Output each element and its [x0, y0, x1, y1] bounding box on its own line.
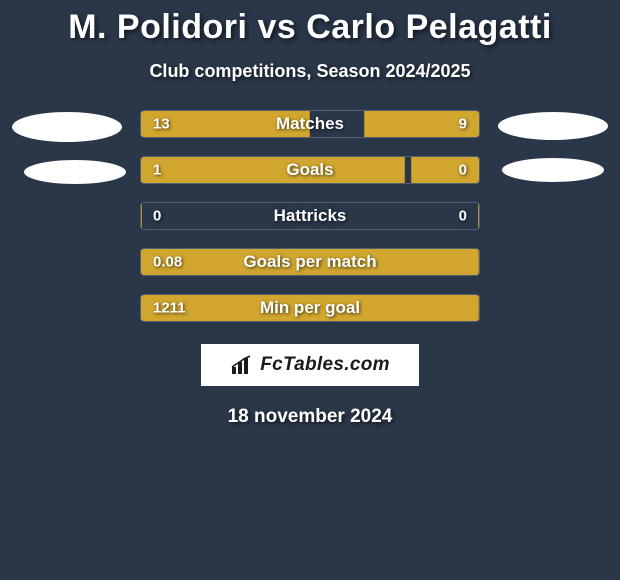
stat-value-right: 9 [459, 116, 467, 133]
stat-value-left: 0 [153, 208, 161, 225]
stats-board: 13 Matches 9 1 Goals 0 0 Hattricks 0 0.08 Goals pe… [0, 110, 620, 322]
player-right-photo-placeholder [498, 112, 608, 140]
stat-label: Min per goal [260, 298, 360, 318]
stat-value-left: 0.08 [153, 254, 182, 271]
player-right-name: Carlo Pelagatti [306, 8, 552, 46]
stat-fill-right [478, 249, 479, 275]
stat-bar: 1211 Min per goal [140, 294, 480, 322]
stat-fill-right [411, 157, 479, 183]
stat-value-left: 1 [153, 162, 161, 179]
stat-fill-left [141, 203, 142, 229]
stat-value-right: 0 [459, 208, 467, 225]
stat-value-right: 0 [459, 162, 467, 179]
stat-value-left: 13 [153, 116, 170, 133]
vs-text: vs [257, 8, 296, 46]
comparison-title: M. Polidori vs Carlo Pelagatti [0, 8, 620, 47]
source-logo: FcTables.com [201, 344, 419, 386]
player-right-photo-column [498, 110, 608, 182]
stat-label: Goals per match [243, 252, 376, 272]
player-left-photo-column [12, 110, 122, 184]
stats-bars: 13 Matches 9 1 Goals 0 0 Hattricks 0 0.08 Goals pe… [140, 110, 480, 322]
stat-fill-right [478, 295, 479, 321]
stat-value-left: 1211 [153, 300, 186, 317]
stat-bar: 0.08 Goals per match [140, 248, 480, 276]
snapshot-date: 18 november 2024 [0, 406, 620, 428]
stat-fill-right [478, 203, 479, 229]
stat-bar: 13 Matches 9 [140, 110, 480, 138]
player-left-name: M. Polidori [68, 8, 247, 46]
stat-label: Matches [276, 114, 344, 134]
player-right-club-placeholder [502, 158, 604, 182]
player-left-photo-placeholder [12, 112, 122, 142]
stat-fill-left [141, 157, 405, 183]
stat-label: Hattricks [274, 206, 347, 226]
source-logo-text: FcTables.com [260, 354, 390, 376]
stat-label: Goals [286, 160, 333, 180]
stat-bar: 1 Goals 0 [140, 156, 480, 184]
comparison-subtitle: Club competitions, Season 2024/2025 [0, 61, 620, 82]
logo-bars-icon [230, 355, 256, 375]
player-left-club-placeholder [24, 160, 126, 184]
stat-bar: 0 Hattricks 0 [140, 202, 480, 230]
